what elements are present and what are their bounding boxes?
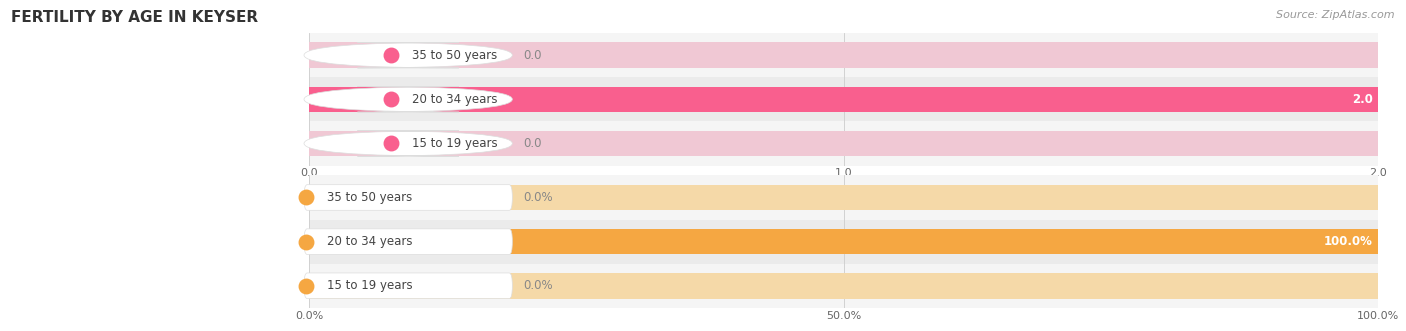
Text: 35 to 50 years: 35 to 50 years xyxy=(328,191,412,204)
Text: 20 to 34 years: 20 to 34 years xyxy=(328,235,412,248)
Bar xyxy=(309,77,1378,121)
Text: Source: ZipAtlas.com: Source: ZipAtlas.com xyxy=(1277,10,1395,20)
Text: 0.0: 0.0 xyxy=(523,137,541,150)
FancyBboxPatch shape xyxy=(304,131,512,156)
Text: 2.0: 2.0 xyxy=(1351,93,1372,106)
FancyBboxPatch shape xyxy=(304,185,512,210)
Bar xyxy=(309,175,1378,219)
Text: 0.0: 0.0 xyxy=(523,49,541,62)
Bar xyxy=(309,121,1378,166)
FancyBboxPatch shape xyxy=(304,86,512,112)
Bar xyxy=(309,86,1378,112)
FancyBboxPatch shape xyxy=(304,273,512,299)
Text: 15 to 19 years: 15 to 19 years xyxy=(412,137,498,150)
Text: 15 to 19 years: 15 to 19 years xyxy=(328,279,413,292)
FancyBboxPatch shape xyxy=(304,42,512,68)
Text: 20 to 34 years: 20 to 34 years xyxy=(412,93,498,106)
FancyBboxPatch shape xyxy=(304,229,512,255)
Text: 0.0%: 0.0% xyxy=(523,279,553,292)
Bar xyxy=(309,86,1378,112)
Bar xyxy=(309,33,1378,77)
Bar xyxy=(309,131,1378,156)
Bar xyxy=(309,42,1378,68)
Bar xyxy=(309,229,1378,255)
Bar xyxy=(309,264,1378,308)
Text: 35 to 50 years: 35 to 50 years xyxy=(412,49,498,62)
Text: 0.0%: 0.0% xyxy=(523,191,553,204)
Bar xyxy=(309,229,1378,255)
Bar xyxy=(309,185,1378,210)
Bar xyxy=(309,273,1378,299)
Text: FERTILITY BY AGE IN KEYSER: FERTILITY BY AGE IN KEYSER xyxy=(11,10,259,25)
Text: 100.0%: 100.0% xyxy=(1323,235,1372,248)
Bar xyxy=(309,219,1378,264)
